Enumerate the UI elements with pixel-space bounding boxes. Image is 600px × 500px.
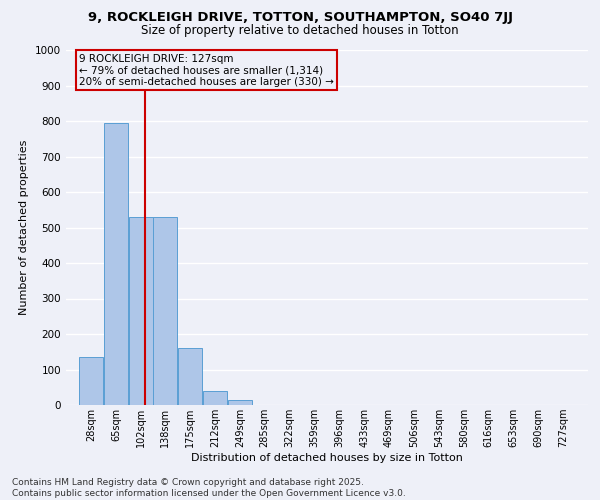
Bar bbox=[178, 348, 202, 405]
Text: 9 ROCKLEIGH DRIVE: 127sqm
← 79% of detached houses are smaller (1,314)
20% of se: 9 ROCKLEIGH DRIVE: 127sqm ← 79% of detac… bbox=[79, 54, 334, 87]
Bar bbox=[203, 391, 227, 405]
Text: Contains HM Land Registry data © Crown copyright and database right 2025.
Contai: Contains HM Land Registry data © Crown c… bbox=[12, 478, 406, 498]
Text: 9, ROCKLEIGH DRIVE, TOTTON, SOUTHAMPTON, SO40 7JJ: 9, ROCKLEIGH DRIVE, TOTTON, SOUTHAMPTON,… bbox=[88, 11, 512, 24]
Bar bbox=[153, 217, 178, 405]
Bar bbox=[104, 123, 128, 405]
Bar bbox=[79, 357, 103, 405]
Y-axis label: Number of detached properties: Number of detached properties bbox=[19, 140, 29, 315]
X-axis label: Distribution of detached houses by size in Totton: Distribution of detached houses by size … bbox=[191, 453, 463, 463]
Bar bbox=[129, 217, 153, 405]
Text: Size of property relative to detached houses in Totton: Size of property relative to detached ho… bbox=[141, 24, 459, 37]
Bar bbox=[228, 400, 253, 405]
